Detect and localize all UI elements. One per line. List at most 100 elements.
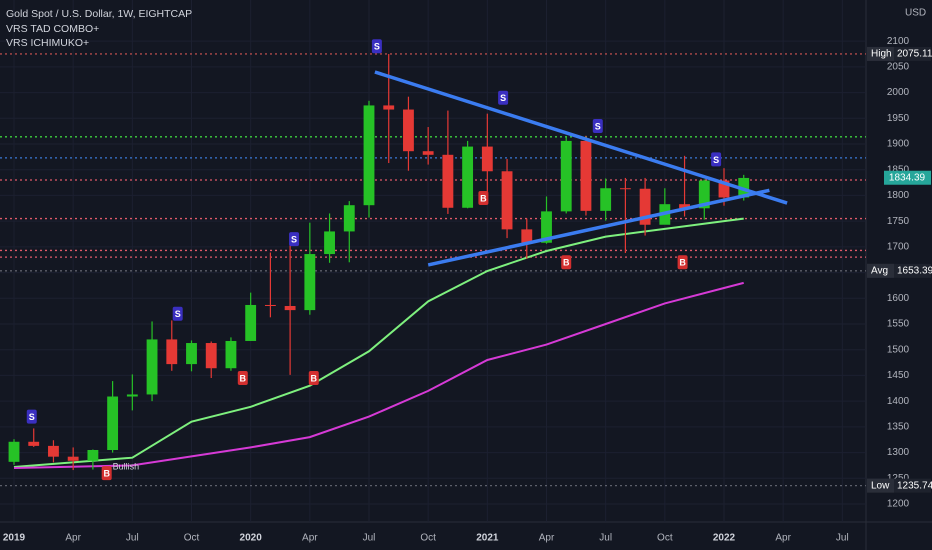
x-tick-label: Jul xyxy=(126,533,139,544)
y-tick-label: 1300 xyxy=(887,447,910,458)
signal-label: S xyxy=(291,235,297,245)
y-tick-label: 1250 xyxy=(887,473,910,484)
chart-title: Gold Spot / U.S. Dollar, 1W, EIGHTCAP xyxy=(6,8,192,20)
moving-average xyxy=(13,217,744,468)
x-tick-label: Oct xyxy=(184,533,200,544)
signal-label: B xyxy=(240,373,247,383)
x-tick-label: 2020 xyxy=(240,533,263,544)
candle-body xyxy=(28,441,40,446)
price-tag-label: Avg xyxy=(871,265,888,276)
candle-body xyxy=(48,445,59,457)
signal-marker xyxy=(237,371,248,385)
signal-marker xyxy=(308,371,319,385)
candle-body xyxy=(225,340,237,369)
candle-body xyxy=(107,396,119,450)
x-tick-label: Oct xyxy=(420,533,436,544)
signal-label: B xyxy=(679,258,686,268)
signal-label: S xyxy=(175,309,181,319)
signal-label: S xyxy=(713,155,719,165)
y-tick-label: 1800 xyxy=(887,190,910,201)
signal-marker xyxy=(561,255,572,270)
indicator-name: VRS TAD COMBO+ xyxy=(6,23,99,35)
candle-body xyxy=(580,140,592,211)
price-tag-value: 1653.39 xyxy=(897,265,932,276)
indicator-name: VRS ICHIMUKO+ xyxy=(6,37,89,49)
y-tick-label: 1750 xyxy=(887,216,910,227)
y-tick-label: 1200 xyxy=(887,499,910,510)
price-tag-value: 2075.11 xyxy=(897,49,932,60)
signal-marker xyxy=(101,466,112,481)
x-tick-label: Apr xyxy=(775,533,791,544)
y-tick-label: 1850 xyxy=(887,164,910,175)
y-tick-label: 1550 xyxy=(887,319,910,330)
candle-body xyxy=(718,180,730,198)
candle-body xyxy=(324,231,335,255)
y-tick-label: 1500 xyxy=(887,344,910,355)
candle-body xyxy=(698,180,710,209)
price-tag-value: 1235.74 xyxy=(897,480,932,491)
signal-label: S xyxy=(595,121,601,131)
x-tick-label: Oct xyxy=(657,533,673,544)
candle-body xyxy=(462,146,474,208)
signal-marker xyxy=(26,409,37,424)
candle-body xyxy=(245,304,257,341)
candle-body xyxy=(383,105,395,110)
x-tick-label: Apr xyxy=(539,533,555,544)
x-tick-label: Apr xyxy=(302,533,318,544)
y-tick-label: 1600 xyxy=(887,293,910,304)
signal-marker xyxy=(172,306,183,321)
candle-body xyxy=(67,456,79,461)
currency: USD xyxy=(905,8,926,19)
candle-body xyxy=(481,146,493,172)
trendline xyxy=(374,70,788,205)
y-tick-label: 1400 xyxy=(887,396,910,407)
candle-body xyxy=(403,109,414,152)
signal-label: B xyxy=(311,373,318,383)
candle-body xyxy=(560,140,572,212)
x-tick-label: Jul xyxy=(599,533,612,544)
signal-label: S xyxy=(500,93,506,103)
y-tick-label: 2050 xyxy=(887,61,910,72)
candle-body xyxy=(126,394,138,397)
signal-label: S xyxy=(29,412,35,422)
last-price-label: 1834.39 xyxy=(889,172,926,183)
candle-body xyxy=(639,188,651,225)
x-tick-label: Apr xyxy=(65,533,81,544)
candle-body xyxy=(619,188,631,190)
moving-average xyxy=(13,281,744,469)
signal-label: B xyxy=(103,469,110,479)
y-tick-label: 1450 xyxy=(887,370,910,381)
signal-marker xyxy=(371,39,382,54)
y-tick-label: 2000 xyxy=(887,87,910,98)
candle-body xyxy=(284,306,296,311)
signal-marker xyxy=(478,191,489,205)
candle-body xyxy=(541,211,552,243)
candle-body xyxy=(343,205,355,232)
signal-marker xyxy=(711,152,722,167)
signal-label: S xyxy=(374,42,380,52)
candle-body xyxy=(521,229,533,243)
candle-body xyxy=(442,154,454,208)
indicator-lines xyxy=(13,217,744,469)
last-price-box xyxy=(884,170,931,185)
x-tick-label: 2021 xyxy=(476,533,499,544)
y-tick-label: 1350 xyxy=(887,421,910,432)
signal-marker xyxy=(677,255,688,270)
price-tag-label-box xyxy=(867,263,894,278)
price-tag-label: High xyxy=(871,49,892,60)
candle-body xyxy=(363,105,375,206)
signal-marker xyxy=(498,90,509,105)
x-tick-label: 2022 xyxy=(713,533,736,544)
candle-body xyxy=(422,151,434,155)
candle-body xyxy=(205,343,217,369)
levels xyxy=(0,53,866,487)
y-tick-label: 1950 xyxy=(887,113,910,124)
price-tag-label: Low xyxy=(871,480,890,491)
price-tag-label-box xyxy=(867,46,894,61)
axis: 1200125013001350140014501500155016001650… xyxy=(3,36,932,544)
candle-body xyxy=(501,171,513,230)
signal-marker xyxy=(592,119,603,133)
signal-label: B xyxy=(563,258,570,268)
